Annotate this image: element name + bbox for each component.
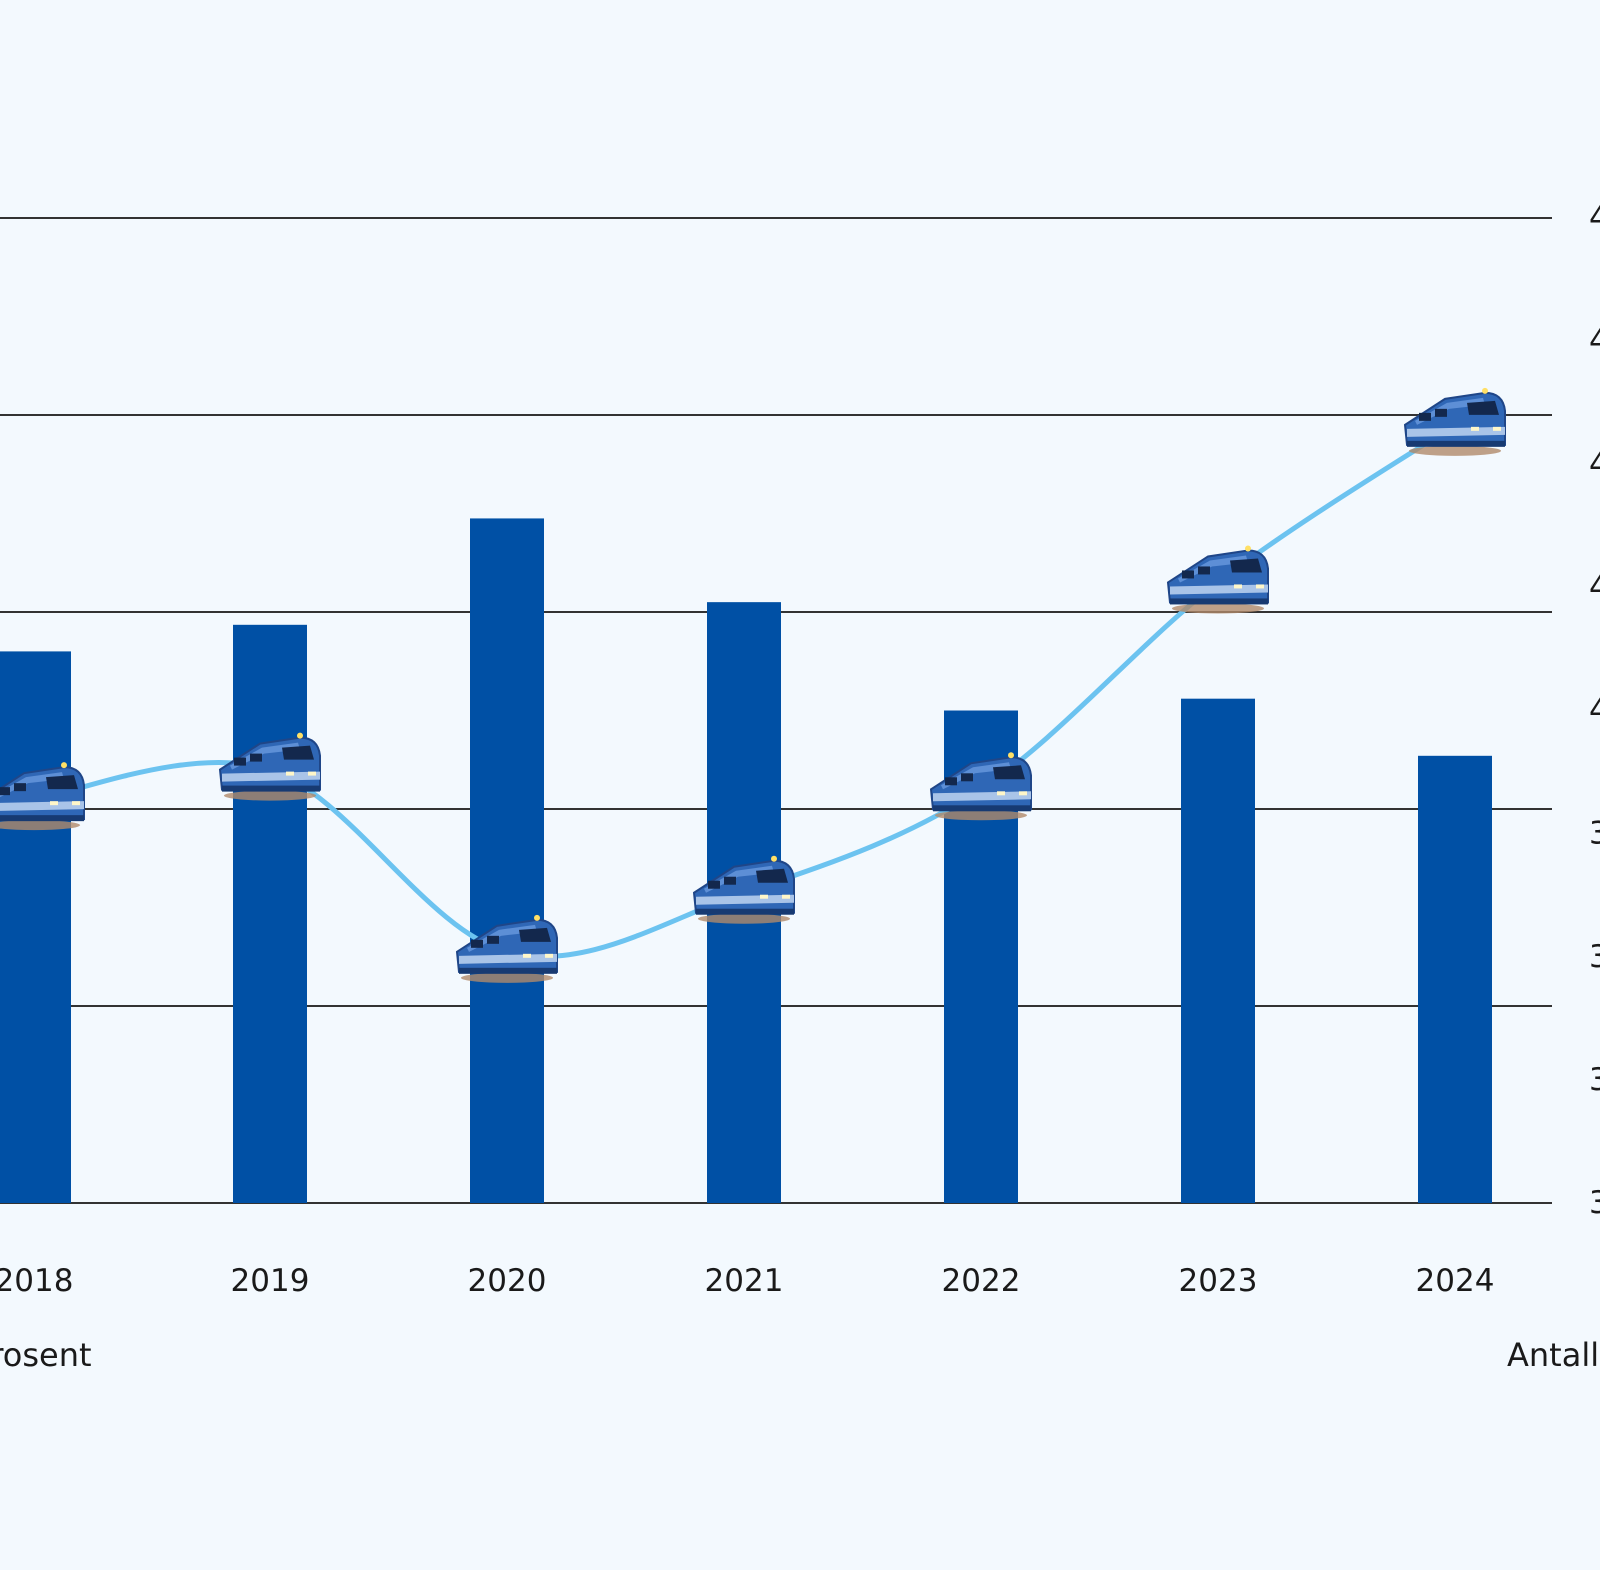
bar-2018 (0, 651, 71, 1203)
right-tick-label: 3 (1589, 1185, 1600, 1221)
bar-2023 (1181, 698, 1255, 1203)
bar-2020 (470, 518, 544, 1203)
right-tick-label: 3 (1589, 816, 1600, 852)
bar-2019 (233, 624, 307, 1203)
x-tick-label-2020: 2020 (468, 1263, 547, 1299)
left-axis-label: prosent (0, 1336, 92, 1374)
right-tick-labels: 3 3 3 3 4 4 4 4 4 (1589, 200, 1600, 1221)
right-tick-label: 4 (1589, 200, 1600, 236)
bars (0, 518, 1492, 1203)
x-tick-label-2021: 2021 (705, 1263, 784, 1299)
right-tick-label: 4 (1589, 446, 1600, 482)
right-tick-label: 3 (1589, 1062, 1600, 1098)
x-tick-label-2018: 2018 (0, 1263, 73, 1299)
right-tick-label: 3 (1589, 939, 1600, 975)
right-tick-label: 4 (1589, 569, 1600, 605)
x-tick-label-2024: 2024 (1416, 1263, 1495, 1299)
x-tick-label-2023: 2023 (1179, 1263, 1258, 1299)
right-tick-label: 4 (1589, 323, 1600, 359)
x-tick-label-2022: 2022 (942, 1263, 1021, 1299)
train-icon (1404, 386, 1506, 457)
right-axis-label: Antall (1507, 1336, 1599, 1374)
bar-2024 (1418, 755, 1492, 1203)
x-tick-label-2019: 2019 (231, 1263, 310, 1299)
x-tick-labels: 2018 2019 2020 2021 2022 2023 2024 (0, 1263, 1494, 1299)
train-icon (1167, 544, 1269, 615)
right-tick-label: 4 (1589, 693, 1600, 729)
